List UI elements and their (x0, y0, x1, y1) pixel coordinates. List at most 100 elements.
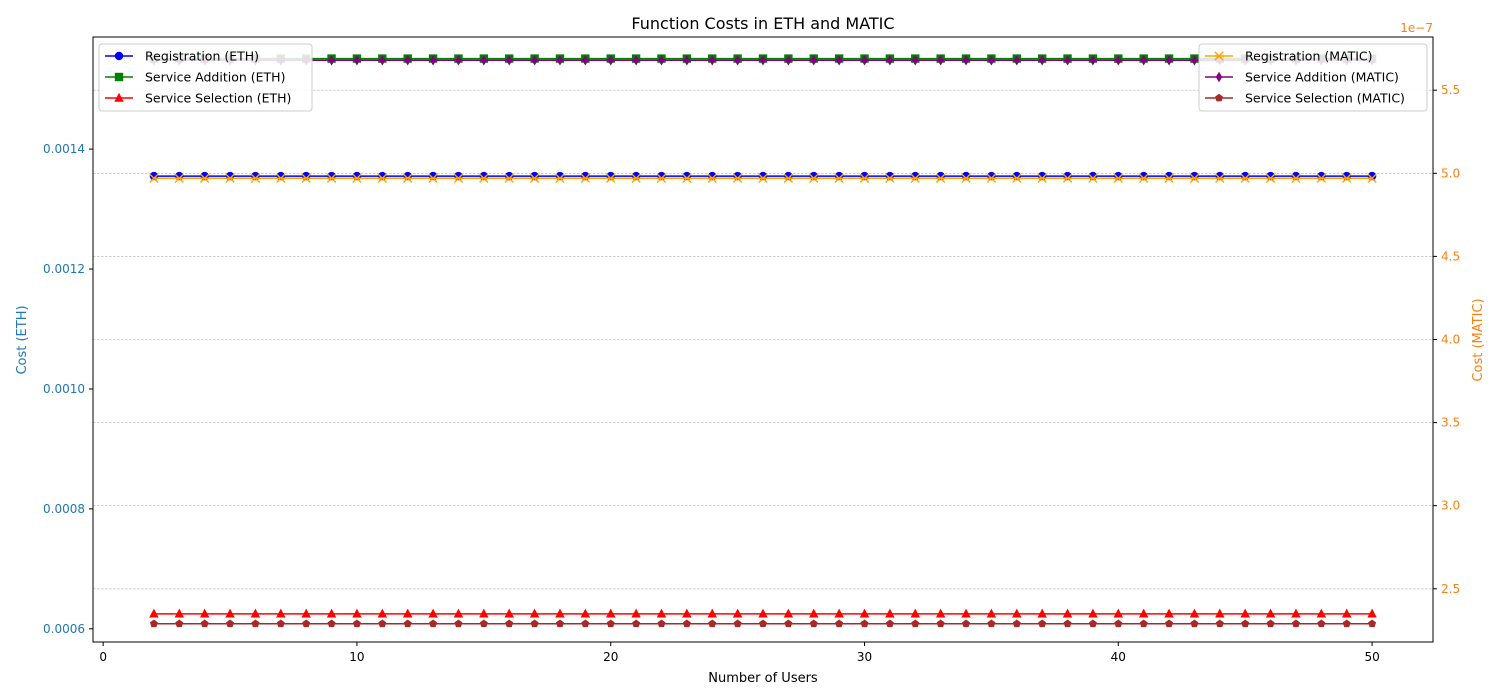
point-service-selection-matic-47 (1291, 619, 1300, 628)
point-registration-matic-34 (961, 173, 971, 183)
x-tick-label-2: 20 (603, 650, 618, 664)
point-service-selection-matic-13 (429, 619, 438, 628)
point-service-selection-matic-5 (226, 619, 235, 628)
point-service-selection-eth-23 (682, 608, 692, 618)
point-service-addition-matic-22 (658, 55, 665, 66)
y-right-tick-label-4: 4.5 (1441, 249, 1460, 263)
y-left-tick-label-3: 0.0012 (43, 262, 85, 276)
point-service-selection-matic-39 (1088, 619, 1097, 628)
point-service-selection-matic-18 (555, 619, 564, 628)
point-registration-matic-23 (682, 173, 692, 183)
point-service-addition-matic-31 (886, 55, 894, 66)
legend-label-service-selection-eth: Service Selection (ETH) (145, 91, 291, 106)
legend-label-service-selection-matic: Service Selection (MATIC) (1245, 91, 1405, 106)
series-layer (149, 54, 1377, 628)
point-registration-matic-43 (1189, 173, 1200, 183)
legend-marker-registration-eth (114, 51, 124, 61)
legend-label-service-addition-matic: Service Addition (MATIC) (1245, 70, 1399, 85)
legend-marker-service-selection-eth (114, 92, 124, 102)
point-service-selection-matic-44 (1215, 619, 1224, 628)
point-service-selection-eth-7 (276, 608, 286, 618)
point-service-addition-matic-26 (759, 55, 767, 66)
point-service-selection-matic-14 (454, 619, 463, 628)
point-service-selection-eth-27 (783, 608, 794, 618)
y-axis-left-label: Cost (ETH) (15, 305, 30, 374)
point-service-selection-eth-24 (707, 608, 717, 618)
point-service-selection-eth-45 (1240, 608, 1250, 618)
point-service-addition-matic-43 (1191, 55, 1198, 66)
point-service-selection-eth-20 (606, 608, 616, 618)
legend-eth: Registration (ETH) Service Addition (ETH)… (98, 43, 313, 112)
point-service-selection-eth-16 (504, 608, 514, 618)
point-service-addition-matic-10 (353, 55, 361, 66)
point-service-addition-matic-33 (937, 55, 944, 66)
point-service-addition-matic-34 (962, 55, 970, 66)
point-service-selection-matic-10 (352, 619, 361, 628)
point-service-selection-matic-40 (1114, 619, 1123, 628)
series-service-selection-eth (149, 608, 1377, 618)
point-service-selection-matic-32 (911, 619, 920, 628)
point-service-selection-matic-48 (1317, 619, 1326, 628)
point-registration-matic-8 (301, 173, 311, 183)
point-registration-matic-25 (732, 173, 743, 183)
point-registration-matic-20 (606, 173, 616, 183)
point-service-addition-matic-25 (734, 55, 741, 66)
x-axis: 0 10 20 30 40 50 (99, 642, 1380, 664)
point-registration-matic-49 (1342, 173, 1352, 183)
point-registration-matic-16 (504, 173, 514, 183)
y-right-tick-label-5: 5.0 (1441, 166, 1460, 180)
point-registration-matic-14 (453, 173, 464, 183)
point-service-selection-matic-36 (1012, 619, 1021, 628)
point-service-selection-eth-25 (732, 608, 743, 618)
x-tick-label-1: 10 (349, 650, 364, 664)
point-service-selection-matic-27 (784, 619, 793, 628)
point-registration-matic-2 (149, 173, 159, 183)
point-service-addition-matic-30 (861, 55, 868, 66)
point-service-selection-eth-11 (377, 608, 388, 618)
point-registration-matic-35 (986, 173, 997, 183)
point-service-addition-matic-23 (683, 55, 691, 66)
point-service-addition-matic-17 (531, 55, 538, 66)
point-service-selection-matic-25 (733, 619, 742, 628)
point-service-selection-matic-17 (530, 619, 539, 628)
point-service-selection-eth-41 (1138, 608, 1149, 618)
point-service-selection-matic-29 (835, 619, 844, 628)
point-service-selection-eth-18 (555, 608, 565, 618)
point-service-addition-matic-40 (1115, 55, 1122, 66)
point-service-addition-matic-32 (912, 55, 919, 66)
point-service-selection-eth-8 (301, 608, 311, 618)
point-registration-matic-22 (656, 173, 667, 183)
point-service-selection-matic-45 (1241, 619, 1250, 628)
point-service-selection-matic-9 (327, 619, 336, 628)
point-service-selection-matic-3 (175, 619, 184, 628)
series-service-selection-matic (149, 619, 1377, 628)
point-service-selection-matic-21 (632, 619, 641, 628)
point-service-selection-eth-21 (631, 608, 641, 618)
y-left-tick-label-4: 0.0014 (43, 142, 85, 156)
point-service-selection-matic-6 (251, 619, 260, 628)
point-service-selection-eth-19 (580, 608, 591, 618)
point-registration-matic-11 (377, 173, 388, 183)
point-service-selection-eth-31 (885, 608, 895, 618)
point-service-selection-matic-15 (479, 619, 488, 628)
point-service-selection-eth-4 (199, 608, 210, 618)
point-service-selection-eth-29 (834, 608, 844, 618)
point-service-selection-eth-6 (250, 608, 261, 618)
legend-matic: Registration (MATIC) Service Addition (MA… (1198, 43, 1428, 112)
y-left-tick-label-1: 0.0008 (43, 502, 85, 516)
point-service-selection-eth-3 (174, 608, 184, 618)
point-service-selection-eth-22 (656, 608, 667, 618)
point-registration-matic-3 (174, 173, 184, 183)
legend-marker-registration-matic (1214, 51, 1224, 61)
point-service-selection-eth-49 (1342, 608, 1352, 618)
point-registration-matic-15 (479, 173, 489, 183)
point-service-selection-eth-33 (935, 608, 946, 618)
point-service-selection-eth-40 (1113, 608, 1124, 618)
point-service-selection-matic-30 (860, 619, 869, 628)
point-service-selection-matic-31 (885, 619, 894, 628)
y-axis-right-offset: 1e−7 (1400, 21, 1433, 35)
point-registration-matic-31 (885, 173, 895, 183)
x-axis-label: Number of Users (708, 671, 818, 686)
point-registration-matic-40 (1113, 173, 1123, 183)
point-service-selection-eth-38 (1062, 608, 1073, 618)
